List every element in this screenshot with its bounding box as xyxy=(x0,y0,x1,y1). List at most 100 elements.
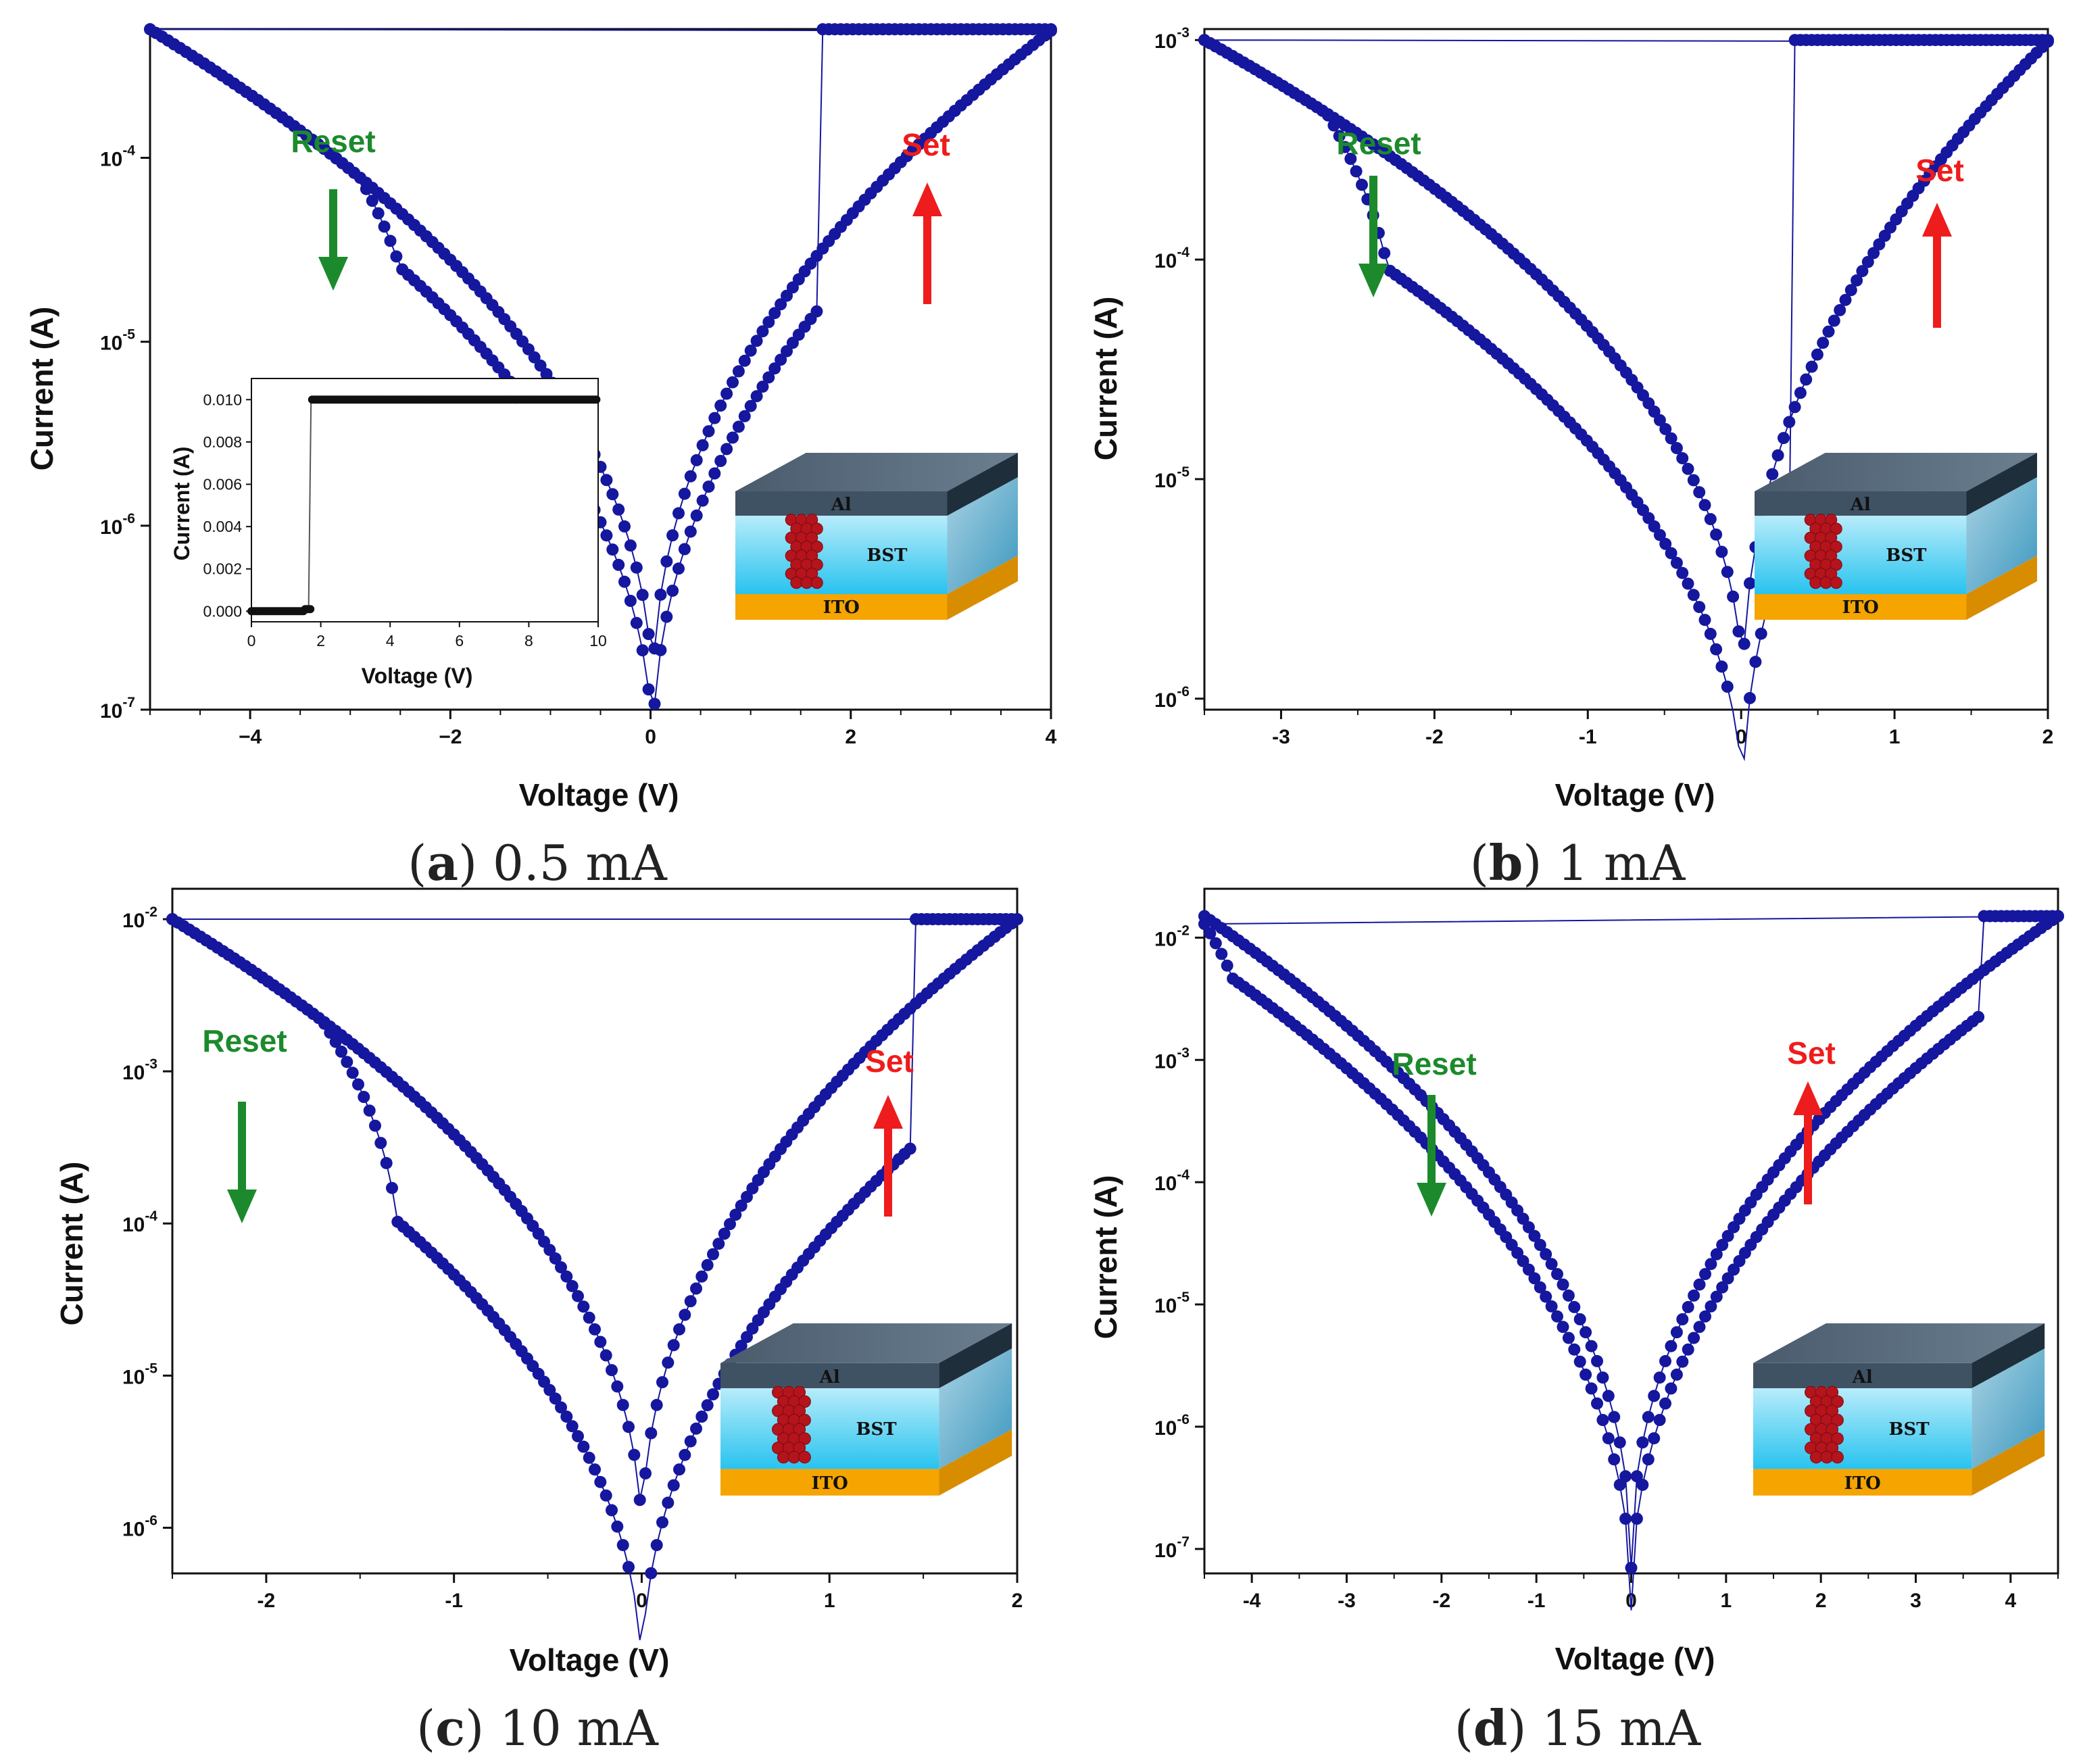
data-point-d xyxy=(1670,1368,1683,1381)
plot-area-d: -4 -3 -2 -1 0 1 2 3 410-710-610-510-410-310-2 xyxy=(1154,887,2064,1612)
data-point-c xyxy=(735,1340,748,1352)
caption-text-b: 1 mA xyxy=(1557,835,1686,891)
inset-x-tick-label: 6 xyxy=(455,632,464,650)
data-point-b xyxy=(1778,432,1790,445)
data-point-a xyxy=(738,410,751,422)
inset-x-tick-label: 0 xyxy=(247,632,256,650)
data-point-c xyxy=(594,1336,607,1348)
device-label-al: Al xyxy=(1850,495,1871,515)
data-point-c xyxy=(380,1156,393,1169)
data-point-b xyxy=(1378,247,1391,260)
data-point-b xyxy=(1839,293,1852,306)
device-label-al: Al xyxy=(831,495,852,515)
data-point-a xyxy=(618,520,631,533)
caption-text-d: 15 mA xyxy=(1542,1700,1701,1757)
data-point-a xyxy=(390,250,403,263)
x-tick-label-c-3: 1 xyxy=(824,1590,835,1612)
data-point-a xyxy=(775,298,787,311)
data-point-c xyxy=(583,1311,595,1324)
y-axis-title-c: Current (A) xyxy=(54,1162,89,1326)
reset-arrow-head-b xyxy=(1358,264,1388,297)
data-point-a xyxy=(636,644,649,657)
inset-x-tick-label: 2 xyxy=(316,632,325,650)
oxide-bst xyxy=(720,1388,939,1469)
y-tick-label-d-1: 10-6 xyxy=(1154,1412,1190,1440)
data-point-d xyxy=(1608,1453,1621,1466)
data-point-a xyxy=(738,354,751,367)
inset-frame xyxy=(251,378,599,622)
data-point-a xyxy=(762,371,775,384)
data-point-d xyxy=(1653,1414,1666,1426)
x-tick-label-a-1: −2 xyxy=(439,726,462,748)
caption-text-a: 0.5 mA xyxy=(493,835,668,891)
data-point-d xyxy=(1602,1432,1615,1445)
data-point-c xyxy=(386,1181,398,1194)
electrode-al xyxy=(1755,491,1967,516)
data-point-d xyxy=(1596,1371,1609,1384)
y-tick-label-a-2: 10-5 xyxy=(100,327,135,355)
device-top-side xyxy=(1966,453,2037,516)
data-point-a xyxy=(744,344,757,357)
data-point-d xyxy=(1665,1340,1678,1352)
data-point-a xyxy=(732,420,745,433)
y-tick-label-a-3: 10-4 xyxy=(100,143,135,171)
filament-particle xyxy=(810,577,823,589)
data-point-b xyxy=(1687,589,1700,602)
y-tick-label-a-0: 10-7 xyxy=(100,695,135,722)
data-point-a xyxy=(660,555,673,568)
data-point-d xyxy=(1551,1310,1563,1323)
data-point-b xyxy=(1800,373,1813,386)
data-point-d xyxy=(1528,1272,1541,1285)
data-point-c xyxy=(329,1035,342,1048)
data-point-a xyxy=(732,365,745,378)
data-point-b xyxy=(1687,474,1700,487)
reset-label-b: Reset xyxy=(1336,126,1421,161)
data-point-b xyxy=(1721,681,1734,693)
data-point-d xyxy=(1670,1326,1683,1339)
data-point-c xyxy=(560,1270,573,1283)
filament-particle xyxy=(798,1450,811,1464)
data-point-b xyxy=(1727,590,1740,603)
data-point-c xyxy=(589,1463,601,1476)
data-point-d xyxy=(1585,1382,1598,1395)
data-point-a xyxy=(360,182,372,195)
inset-y-tick-label: 0.008 xyxy=(203,433,242,451)
device-top-side xyxy=(947,453,1018,516)
y-tick-label-b-3: 10-3 xyxy=(1154,25,1190,53)
data-point-d xyxy=(1580,1368,1592,1381)
y-tick-label-c-2: 10-4 xyxy=(122,1208,157,1236)
set-arrow-head-b xyxy=(1922,203,1952,237)
data-point-c xyxy=(650,1539,663,1552)
caption-letter-c: c xyxy=(435,1699,465,1757)
data-point-c xyxy=(606,1504,618,1517)
set-label-a: Set xyxy=(902,127,950,162)
data-point-c xyxy=(611,1380,624,1393)
data-point-d xyxy=(1551,1268,1563,1281)
data-point-d xyxy=(1540,1248,1552,1260)
data-point-a xyxy=(720,387,733,400)
data-point-c xyxy=(690,1422,702,1435)
data-point-d xyxy=(1204,927,1217,939)
data-point-a xyxy=(654,643,667,656)
device-top-face xyxy=(720,1323,1012,1363)
data-point-d xyxy=(1613,1436,1626,1449)
x-tick-label-a-4: 4 xyxy=(1046,726,1057,748)
data-point-d xyxy=(1562,1331,1575,1344)
data-point-b xyxy=(1344,153,1357,165)
data-point-b xyxy=(1817,337,1830,349)
data-point-b xyxy=(1732,625,1745,638)
data-point-c xyxy=(374,1137,387,1150)
data-point-c xyxy=(616,1398,629,1411)
x-tick-label-d-0: -4 xyxy=(1243,1590,1261,1612)
inset-y-tick-label: 0.000 xyxy=(203,602,242,620)
data-point-a xyxy=(708,467,721,480)
data-point-a xyxy=(781,345,793,358)
data-point-c xyxy=(589,1323,601,1336)
data-point-d xyxy=(1580,1326,1592,1339)
data-point-b xyxy=(1676,566,1689,579)
data-point-d xyxy=(1557,1321,1569,1333)
data-point-d xyxy=(1721,1272,1734,1285)
data-point-b xyxy=(1744,691,1756,704)
caption-letter-b: b xyxy=(1489,834,1523,891)
data-point-c xyxy=(611,1520,624,1533)
